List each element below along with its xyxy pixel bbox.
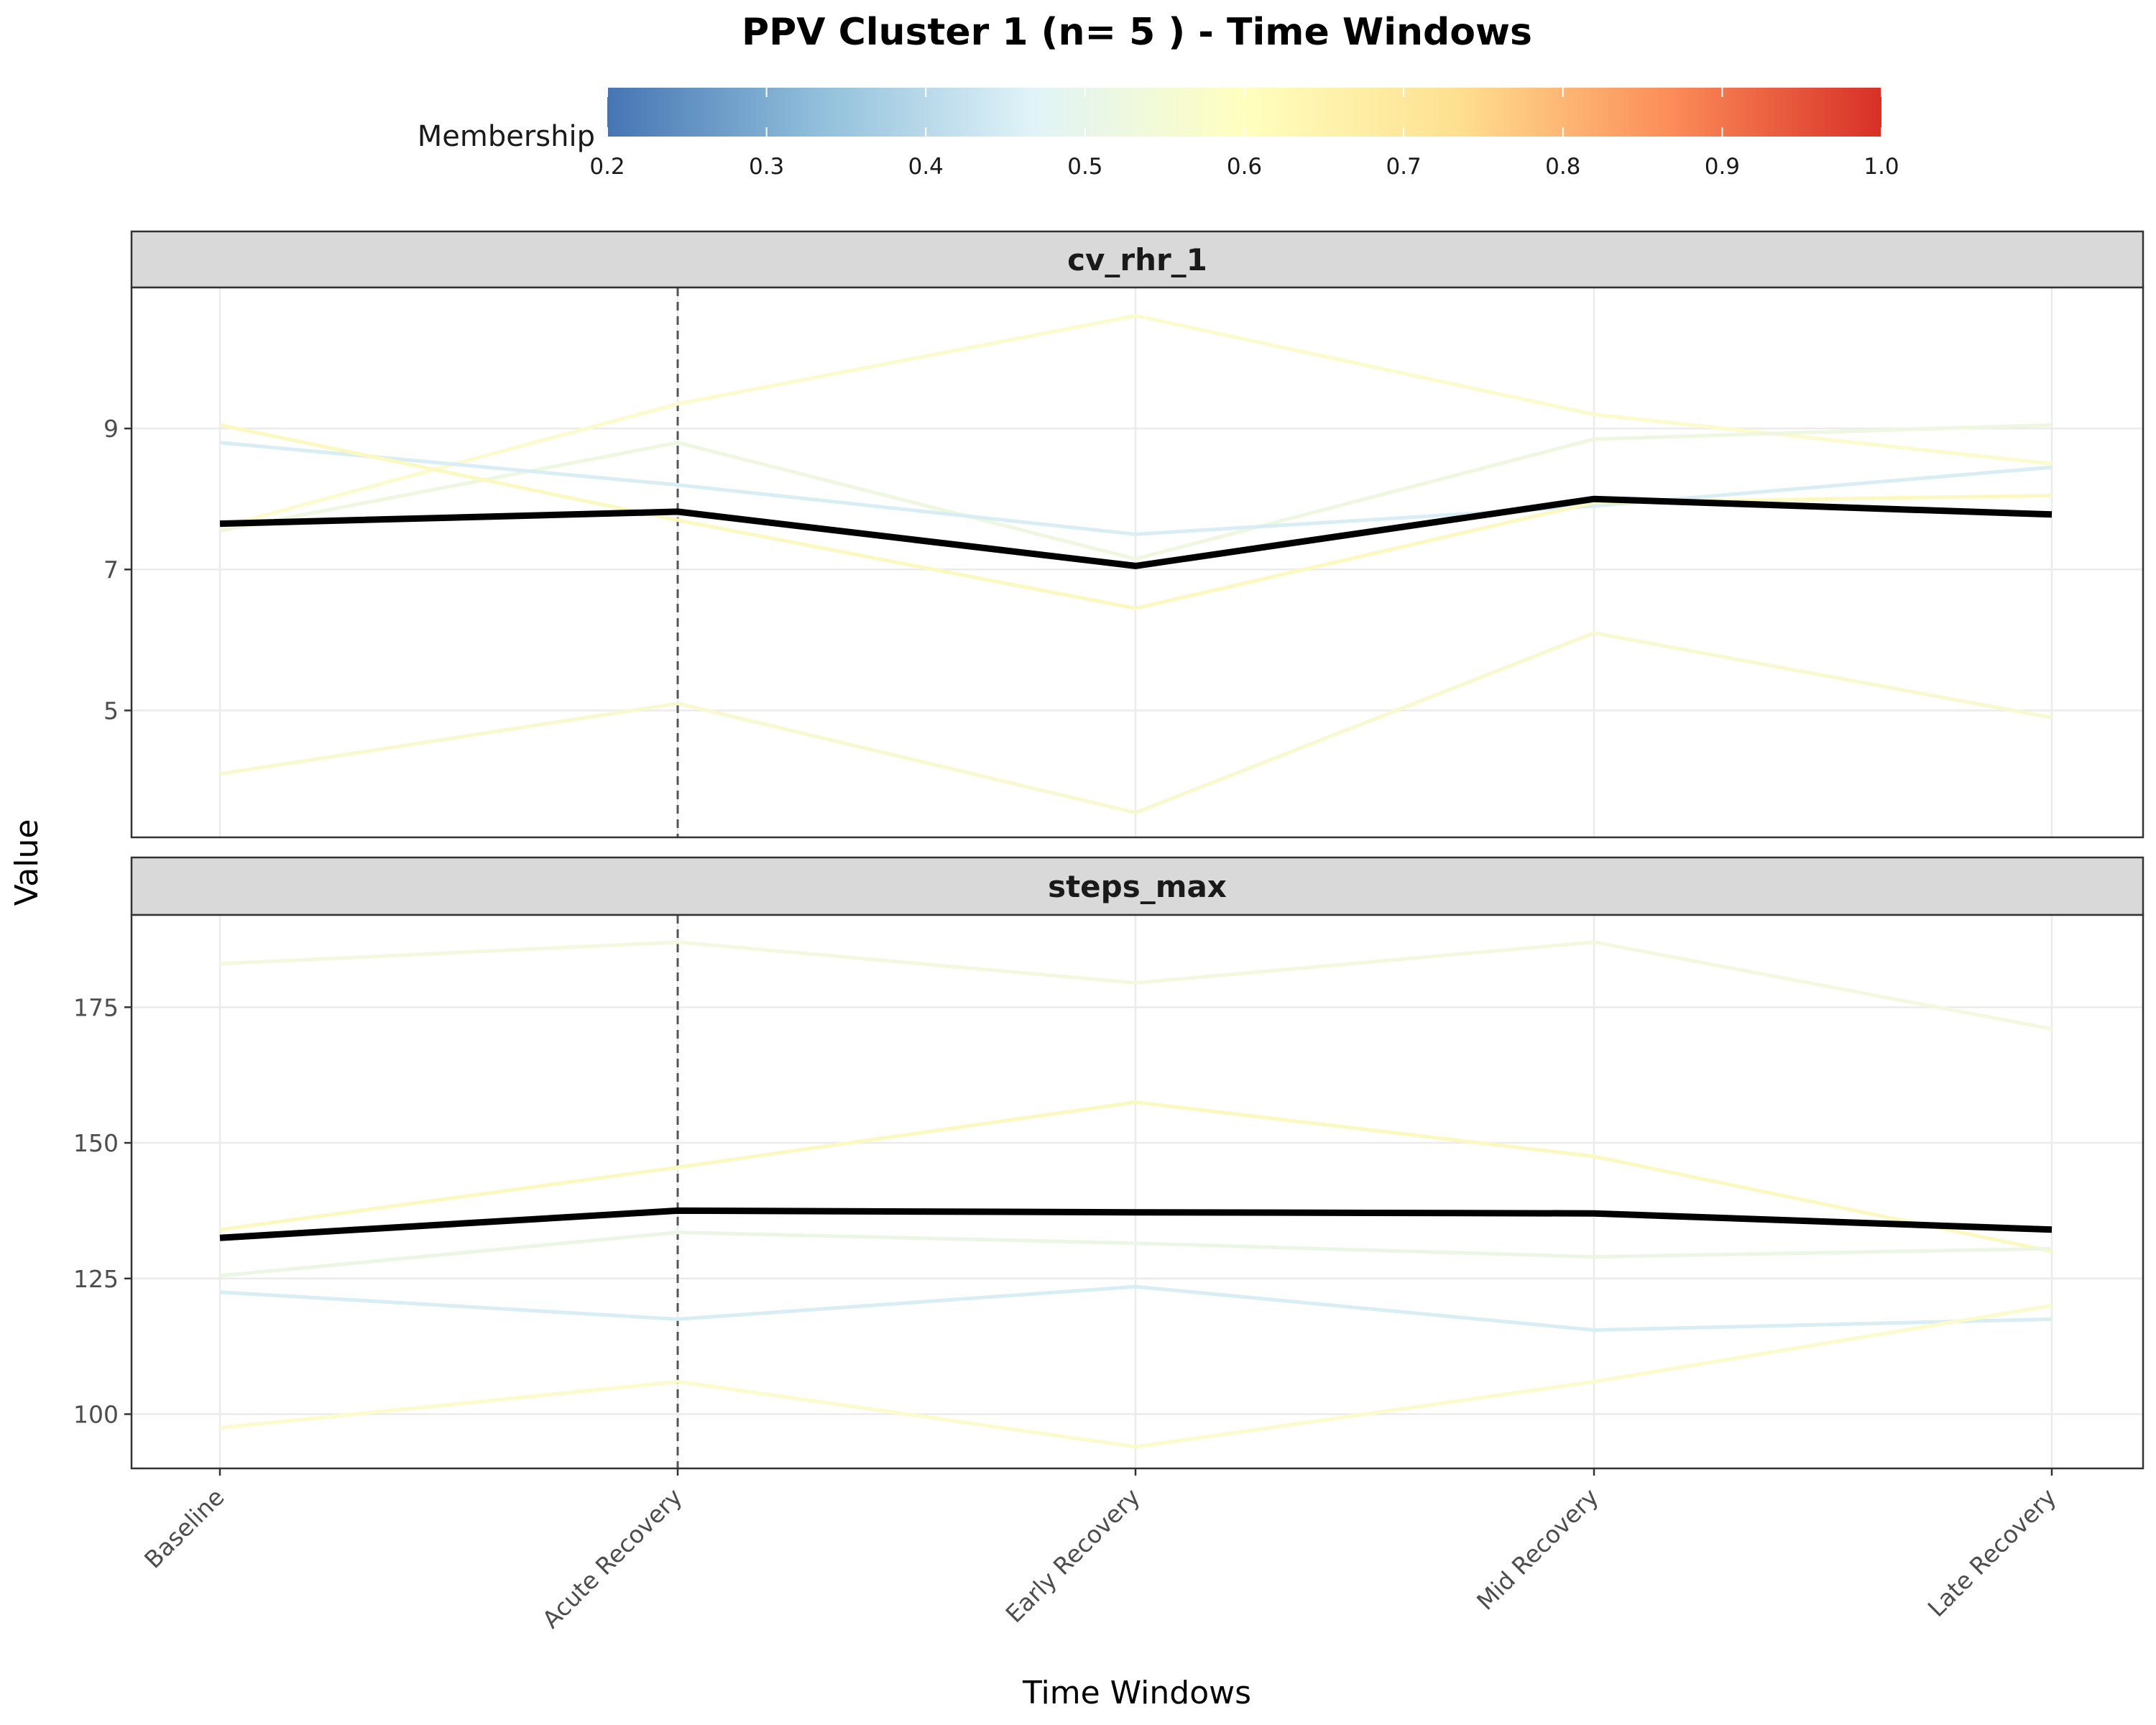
- y-tick-label: 100: [73, 1401, 119, 1429]
- y-axis-title: Value: [9, 819, 45, 906]
- y-tick-label: 150: [73, 1129, 119, 1157]
- facet-strip-label: steps_max: [1048, 869, 1227, 904]
- colorbar-tick-label: 0.7: [1386, 154, 1421, 180]
- cluster-mean-line: [219, 495, 2053, 569]
- member-series-line: [219, 940, 2053, 1031]
- cluster-mean-line: [219, 1207, 2053, 1241]
- legend-title: Membership: [418, 120, 595, 153]
- member-series-line: [219, 1230, 2053, 1278]
- panel-cv-rhr-1: cv_rhr_1 5 7 9: [103, 230, 2145, 839]
- panel-steps-max: steps_max 100 125 150 175 Baseline Acute Recov…: [73, 856, 2145, 1634]
- member-series-line: [219, 1100, 2053, 1254]
- colorbar-tick-label: 1.0: [1864, 154, 1899, 180]
- membership-colorbar: 0.2 0.3 0.4 0.5 0.6 0.7 0.8 0.9 1.0: [589, 88, 1899, 180]
- member-series-line: [219, 631, 2053, 815]
- chart-title: PPV Cluster 1 (n= 5 ) - Time Windows: [742, 11, 1532, 54]
- colorbar-tick-label: 0.3: [749, 154, 784, 180]
- x-tick-label: Baseline: [139, 1483, 230, 1574]
- x-axis-title: Time Windows: [1022, 1675, 1251, 1711]
- member-series-line: [219, 313, 2053, 529]
- x-tick-label: Mid Recovery: [1471, 1483, 1604, 1616]
- member-series-line: [219, 423, 2053, 610]
- panel-border: [130, 914, 2145, 1470]
- facet-panels: cv_rhr_1 5 7 9 steps_max 100 125 150 175 Baseline…: [73, 230, 2145, 1634]
- y-tick-label: 9: [103, 415, 119, 443]
- x-tick-label: Early Recovery: [1000, 1483, 1146, 1628]
- y-tick-label: 175: [73, 993, 119, 1021]
- x-tick-label: Acute Recovery: [537, 1483, 688, 1634]
- x-tick-label: Late Recovery: [1922, 1483, 2062, 1622]
- facet-strip: [130, 230, 2145, 289]
- colorbar-tick-label: 0.9: [1705, 154, 1740, 180]
- colorbar-tick-label: 0.5: [1067, 154, 1102, 180]
- facet-strip: [130, 856, 2145, 916]
- member-series-line: [219, 1284, 2053, 1332]
- facet-strip-label: cv_rhr_1: [1067, 242, 1207, 277]
- colorbar-tick-label: 0.6: [1227, 154, 1262, 180]
- panel-border: [130, 286, 2145, 839]
- panel-background: [132, 915, 2143, 1468]
- colorbar-tick-label: 0.4: [908, 154, 944, 180]
- y-tick-label: 125: [73, 1265, 119, 1293]
- colorbar-tick-label: 0.8: [1545, 154, 1580, 180]
- member-series-line: [219, 441, 2053, 536]
- y-tick-label: 7: [103, 556, 119, 584]
- colorbar-tick-label: 0.2: [589, 154, 625, 180]
- y-tick-label: 5: [103, 696, 119, 724]
- member-series-line: [219, 1304, 2053, 1449]
